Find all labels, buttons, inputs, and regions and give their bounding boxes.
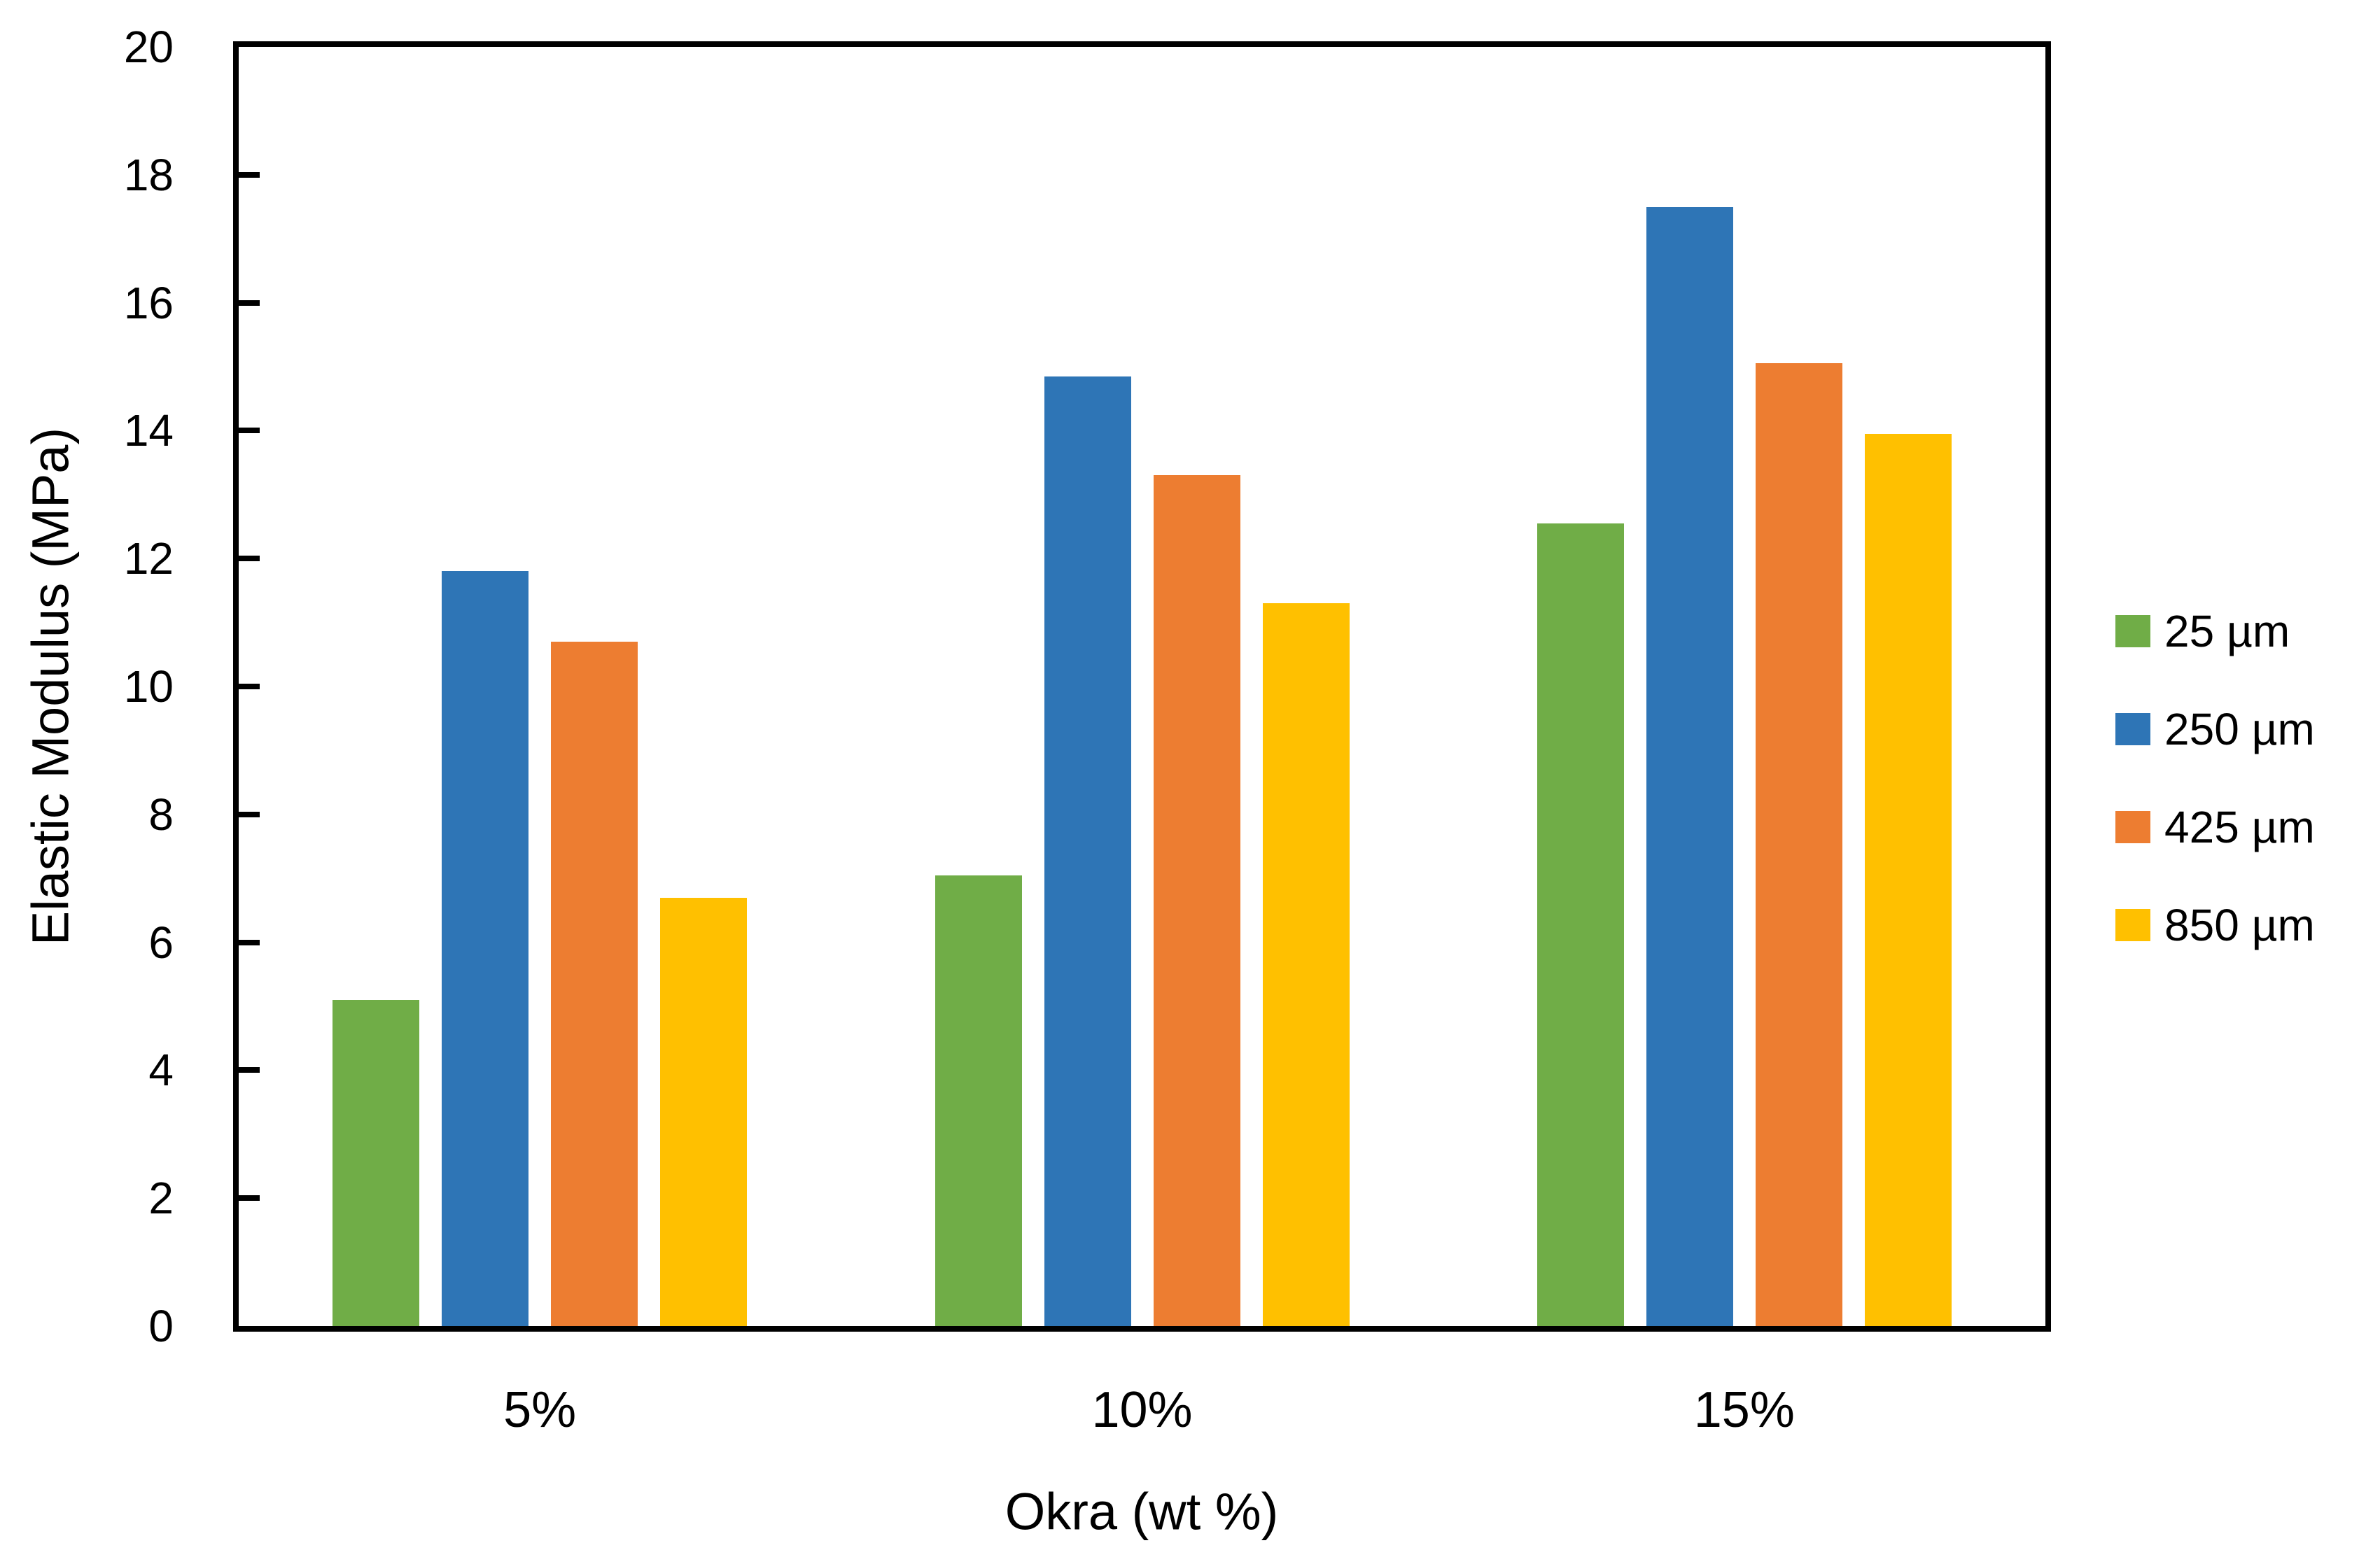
y-tick: [239, 556, 260, 562]
bar-15%-425µm: [1755, 363, 1842, 1326]
y-tick: [239, 1195, 260, 1202]
legend-label: 250 µm: [2164, 704, 2315, 754]
legend-swatch-icon: [2115, 811, 2150, 843]
x-category-label: 5%: [503, 1382, 577, 1438]
y-tick-label: 4: [148, 1045, 174, 1096]
legend-label: 25 µm: [2164, 606, 2290, 656]
y-tick-label: 10: [123, 661, 174, 712]
legend-label: 850 µm: [2164, 900, 2315, 950]
bar-15%-25µm: [1536, 523, 1624, 1326]
y-tick-label: 8: [148, 789, 174, 840]
bar-5%-850µm: [660, 897, 748, 1326]
bar-15%-250µm: [1646, 206, 1733, 1326]
y-tick: [239, 939, 260, 945]
plot-area: [233, 41, 2051, 1332]
bar-5%-250µm: [442, 571, 529, 1326]
x-category-label: 10%: [1091, 1382, 1193, 1438]
bar-10%-250µm: [1044, 376, 1131, 1326]
y-tick-label: 14: [123, 405, 174, 456]
x-axis-title: Okra (wt %): [1004, 1482, 1279, 1541]
y-tick: [239, 171, 260, 178]
legend-swatch-icon: [2115, 615, 2150, 647]
bar-10%-850µm: [1262, 603, 1350, 1326]
x-category-label: 15%: [1693, 1382, 1795, 1438]
legend-label: 425 µm: [2164, 802, 2315, 852]
bar-10%-25µm: [934, 875, 1022, 1326]
bar-5%-425µm: [551, 642, 638, 1326]
y-tick-label: 6: [148, 917, 174, 968]
y-tick: [239, 684, 260, 689]
bar-5%-25µm: [332, 999, 420, 1326]
bar-10%-425µm: [1153, 475, 1240, 1326]
y-tick: [239, 300, 260, 306]
bar-15%-850µm: [1864, 433, 1952, 1326]
y-tick: [239, 811, 260, 817]
y-tick: [239, 1067, 260, 1073]
legend-item: 25 µm: [2115, 606, 2290, 656]
legend-item: 425 µm: [2115, 802, 2315, 852]
y-tick: [239, 428, 260, 434]
y-tick-label: 0: [148, 1301, 174, 1351]
legend-item: 250 µm: [2115, 704, 2315, 754]
y-tick-label: 20: [123, 22, 174, 72]
y-tick-label: 16: [123, 277, 174, 328]
y-tick-label: 12: [123, 533, 174, 584]
legend-swatch-icon: [2115, 909, 2150, 941]
legend-item: 850 µm: [2115, 900, 2315, 950]
y-tick-label: 2: [148, 1173, 174, 1224]
legend-swatch-icon: [2115, 713, 2150, 745]
y-tick-label: 18: [123, 149, 174, 200]
